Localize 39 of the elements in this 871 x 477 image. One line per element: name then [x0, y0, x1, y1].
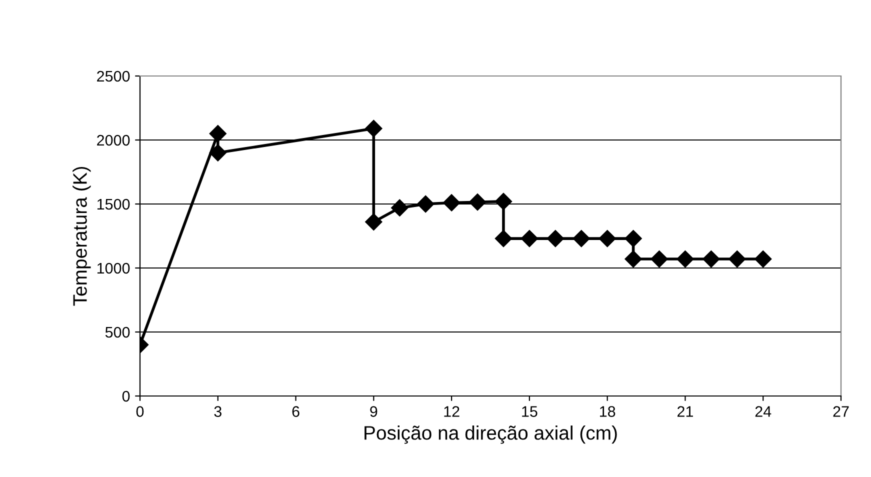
x-tick-label: 12	[444, 406, 460, 417]
point	[209, 144, 226, 162]
x-tick-label: 3	[214, 406, 222, 417]
point	[598, 230, 616, 248]
y-tick-label: 500	[105, 326, 130, 338]
point	[417, 195, 434, 213]
point	[494, 230, 512, 248]
point	[209, 125, 226, 142]
point	[391, 199, 408, 216]
x-tick-label: 18	[600, 406, 616, 417]
y-tick-label: 2000	[97, 134, 130, 146]
point	[650, 250, 668, 268]
point	[520, 230, 538, 248]
y-tick-label: 1500	[97, 198, 130, 210]
point	[728, 250, 746, 268]
x-tick-label: 15	[522, 406, 538, 417]
point	[494, 192, 512, 210]
y-axis-title: Temperatura (K)	[72, 166, 91, 306]
x-tick-label: 9	[370, 406, 378, 417]
point	[702, 250, 720, 268]
point	[572, 230, 590, 248]
point	[365, 213, 382, 230]
point	[624, 250, 642, 268]
x-tick-label: 24	[755, 406, 772, 417]
y-tick-label: 2500	[97, 70, 130, 82]
x-tick-label: 0	[136, 406, 144, 417]
y-tick-label: 1000	[97, 262, 130, 274]
y-tick-label: 0	[122, 390, 130, 402]
point	[443, 194, 460, 212]
point	[754, 250, 772, 268]
x-tick-label: 27	[833, 406, 849, 417]
x-axis-title: Posição na direção axial (cm)	[364, 426, 617, 444]
point	[546, 230, 564, 248]
point	[468, 194, 486, 211]
point	[624, 230, 642, 248]
point	[676, 250, 694, 268]
point	[365, 120, 382, 138]
x-tick-label: 21	[677, 406, 693, 417]
x-tick-label: 6	[292, 406, 300, 417]
